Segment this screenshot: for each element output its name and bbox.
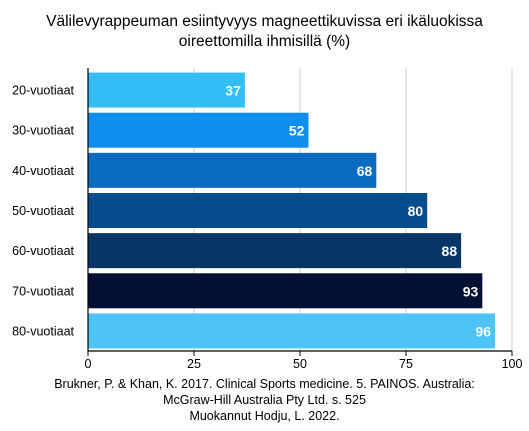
data-label: 88	[442, 243, 458, 259]
data-label: 96	[475, 323, 491, 339]
source-footer: Brukner, P. & Khan, K. 2017. Clinical Sp…	[0, 376, 529, 424]
category-label: 20-vuotiaat	[12, 84, 74, 98]
bar	[88, 273, 483, 309]
data-label: 37	[225, 83, 241, 99]
category-label: 40-vuotiaat	[12, 164, 74, 178]
category-label: 60-vuotiaat	[12, 244, 74, 258]
data-label: 93	[463, 283, 479, 299]
category-label: 50-vuotiaat	[12, 204, 74, 218]
category-label: 80-vuotiaat	[12, 324, 74, 338]
bar	[88, 152, 377, 188]
bar	[88, 233, 462, 269]
bar	[88, 193, 428, 228]
bar	[88, 112, 309, 148]
chart-title-line-2: oireettomilla ihmisillä (%)	[178, 33, 351, 50]
chart-title-line-1: Välilevyrappeuman esiintyvyys magneettik…	[46, 13, 483, 30]
x-tick-label: 25	[187, 357, 201, 371]
data-label: 68	[357, 163, 373, 179]
footer-line-3: Muokannut Hodju, L. 2022.	[189, 409, 340, 423]
x-tick-label: 0	[85, 357, 92, 371]
category-label: 30-vuotiaat	[12, 124, 74, 138]
data-label: 52	[289, 123, 305, 139]
footer-line-2: McGraw-Hill Australia Pty Ltd. s. 525	[163, 393, 366, 407]
footer-line-1: Brukner, P. & Khan, K. 2017. Clinical Sp…	[54, 377, 475, 391]
bar	[88, 313, 496, 349]
data-label: 80	[408, 203, 424, 219]
x-tick-label: 100	[502, 357, 523, 371]
chart-title: Välilevyrappeuman esiintyvyys magneettik…	[0, 12, 529, 52]
bar	[88, 72, 245, 108]
x-tick-label: 75	[399, 357, 413, 371]
category-label: 70-vuotiaat	[12, 284, 74, 298]
x-tick-label: 50	[293, 357, 307, 371]
